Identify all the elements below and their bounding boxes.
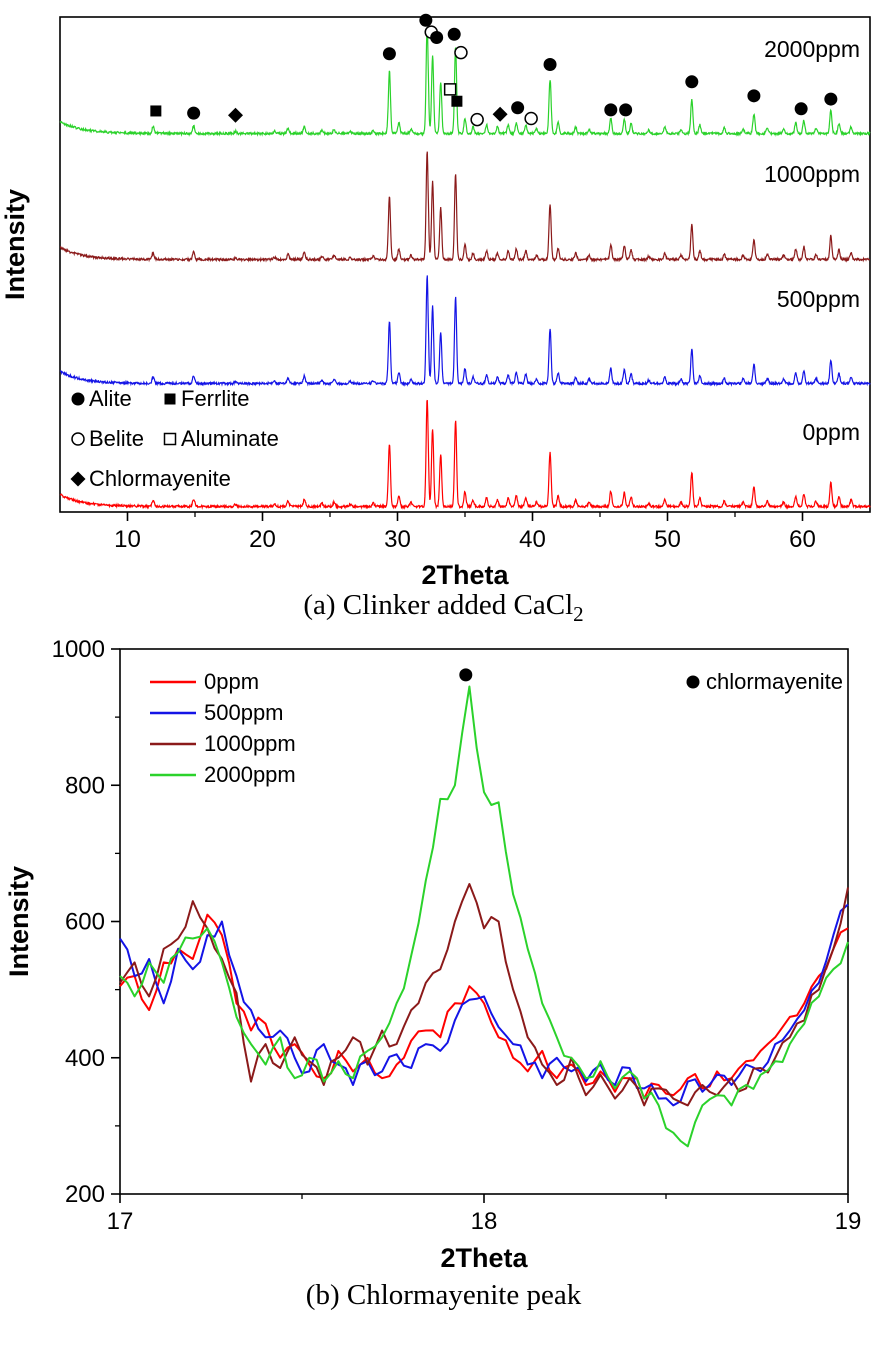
trace-1000ppm — [59, 151, 871, 263]
caption-a-text: (a) Clinker added CaCl — [303, 589, 574, 621]
legend-chlormayenite-marker — [686, 675, 700, 689]
x-axis-label: 2Theta — [421, 560, 509, 587]
figure-page: 10 20 30 40 50 60 2Theta Intensity 0ppm 500ppm 100… — [0, 2, 887, 1312]
filled-circle-marker — [685, 75, 699, 89]
legend-filled-diamond — [70, 471, 86, 487]
y-tick-label: 800 — [65, 772, 105, 799]
legend-label-ferrlite: Ferrlite — [181, 386, 249, 411]
legend-open-circle — [71, 432, 85, 446]
figure-b: 200 400 600 800 1000 17 18 19 2Theta Intensity 0pp… — [0, 637, 887, 1312]
trace-500ppm — [119, 903, 849, 1107]
caption-a: (a) Clinker added CaCl2 — [0, 589, 887, 627]
trace-2000ppm — [119, 685, 849, 1148]
series-label-2000ppm: 2000ppm — [764, 36, 860, 62]
series-label-500ppm: 500ppm — [777, 286, 860, 312]
filled-circle-marker — [604, 103, 618, 117]
x-tick-label: 60 — [789, 526, 816, 553]
legend-label-chlormayenite: chlormayenite — [706, 669, 843, 694]
x-tick-label: 19 — [835, 1208, 862, 1235]
filled-circle-marker — [419, 13, 433, 27]
legend-label-0ppm: 0ppm — [204, 669, 259, 694]
filled-circle-marker — [430, 31, 444, 45]
trace-1000ppm — [119, 882, 849, 1107]
x-tick-label: 20 — [249, 526, 276, 553]
legend-label-1000ppm: 1000ppm — [204, 731, 296, 756]
y-axis-label: Intensity — [0, 189, 30, 300]
filled-circle-marker — [619, 103, 633, 117]
open-square-marker — [443, 83, 457, 96]
filled-circle-marker — [747, 89, 761, 103]
legend-filled-square — [164, 393, 176, 405]
series-label-1000ppm: 1000ppm — [764, 161, 860, 187]
legend-label-aluminate: Aluminate — [181, 426, 279, 451]
x-tick-label: 18 — [471, 1208, 498, 1235]
trace-500ppm — [59, 275, 871, 387]
series-label-0ppm: 0ppm — [802, 419, 860, 445]
y-tick-label: 400 — [65, 1045, 105, 1072]
legend-filled-circle — [71, 392, 85, 406]
filled-square-marker — [451, 95, 463, 107]
figure-a: 10 20 30 40 50 60 2Theta Intensity 0ppm 500ppm 100… — [0, 2, 887, 627]
open-circle-marker — [524, 111, 538, 126]
x-tick-label: 10 — [114, 526, 141, 553]
x-axis-label: 2Theta — [440, 1243, 528, 1273]
trace-0ppm — [59, 399, 871, 510]
filled-diamond-marker — [228, 107, 243, 123]
legend-label-500ppm: 500ppm — [204, 700, 284, 725]
filled-diamond-marker — [492, 106, 508, 122]
filled-circle-marker — [543, 58, 557, 72]
open-circle-marker — [470, 112, 484, 127]
y-tick-label: 1000 — [52, 637, 105, 663]
filled-circle-marker — [794, 102, 808, 116]
open-circle-marker — [454, 45, 468, 60]
caption-a-subscript: 2 — [573, 601, 584, 626]
legend-label-belite: Belite — [89, 426, 144, 451]
trace-2000ppm — [59, 27, 871, 137]
legend-label-chlormayenite: Chlormayenite — [89, 466, 231, 491]
filled-circle-marker — [382, 47, 396, 61]
legend-label-2000ppm: 2000ppm — [204, 762, 296, 787]
chlormayenite-peak-marker — [459, 668, 473, 682]
filled-circle-marker — [447, 27, 461, 41]
x-tick-label: 50 — [654, 526, 681, 553]
y-tick-label: 200 — [65, 1181, 105, 1208]
y-axis-label: Intensity — [4, 866, 34, 977]
chlormayenite-peak-chart: 200 400 600 800 1000 17 18 19 2Theta Intensity 0pp… — [4, 637, 862, 1273]
legend-label-alite: Alite — [89, 386, 132, 411]
x-tick-label: 40 — [519, 526, 546, 553]
caption-b-text: (b) Chlormayenite peak — [305, 1278, 582, 1311]
x-tick-label: 30 — [384, 526, 411, 553]
legend-open-square — [163, 432, 177, 446]
filled-circle-marker — [824, 92, 838, 106]
y-tick-label: 600 — [65, 908, 105, 935]
trace-0ppm — [119, 913, 849, 1100]
filled-circle-marker — [187, 106, 201, 120]
caption-b: (b) Chlormayenite peak — [0, 1279, 887, 1312]
x-tick-label: 17 — [107, 1208, 134, 1235]
xrd-stack-chart: 10 20 30 40 50 60 2Theta Intensity 0ppm 500ppm 100… — [0, 13, 871, 587]
filled-circle-marker — [511, 101, 525, 115]
filled-square-marker — [150, 105, 162, 117]
